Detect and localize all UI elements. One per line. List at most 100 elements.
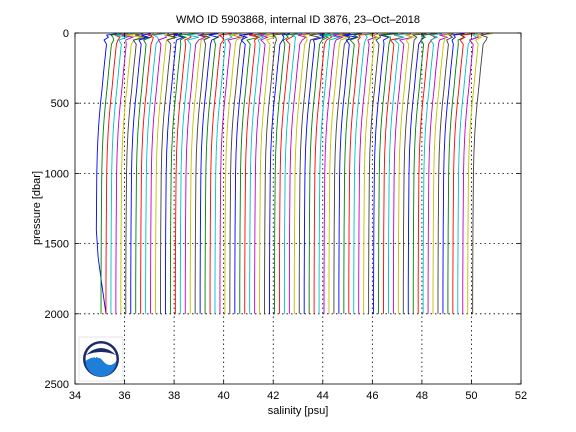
profile-line (164, 33, 185, 314)
x-axis-label: salinity [psu] (268, 405, 329, 417)
profile-line (189, 33, 216, 314)
profile-line (323, 33, 347, 314)
profile-line (348, 33, 375, 314)
noaa-logo-wave (85, 357, 117, 377)
profile-line (125, 33, 147, 314)
profile-line (95, 33, 118, 314)
x-tick-label: 42 (267, 390, 279, 402)
profile-line (358, 33, 378, 314)
profile-line (105, 33, 128, 314)
profile-line (110, 33, 134, 314)
profile-line (412, 33, 438, 314)
profile-line (283, 33, 303, 314)
y-tick-label: 500 (51, 98, 69, 110)
y-tick-labels: 0 500 1000 1500 2000 2500 (45, 28, 69, 391)
profile-line (383, 33, 405, 314)
profile-line (338, 33, 362, 314)
profile-line (160, 33, 178, 314)
x-tick-labels: 34 36 38 40 42 44 46 48 50 52 (69, 390, 527, 402)
profile-line (318, 33, 340, 314)
profile-line (269, 33, 291, 314)
profile-line (447, 33, 473, 314)
profile-line (234, 33, 253, 314)
profile-line (422, 33, 443, 314)
profile-line (194, 33, 217, 314)
profile-line (150, 33, 170, 314)
profile-line (274, 33, 298, 314)
profile-line (437, 33, 464, 314)
x-tick-label: 48 (416, 390, 428, 402)
profile-line (373, 33, 395, 314)
noaa-logo-bird (86, 348, 116, 355)
y-tick-label: 1000 (45, 168, 69, 180)
grid-lines (75, 33, 521, 384)
profile-line (219, 33, 242, 314)
profile-line (259, 33, 282, 314)
profile-line (140, 33, 163, 314)
x-tick-label: 52 (515, 390, 527, 402)
y-tick-label: 2500 (45, 379, 69, 391)
profile-line (264, 33, 286, 314)
profile-line (135, 33, 154, 314)
profile-line (467, 33, 493, 314)
profile-line (239, 33, 262, 314)
y-axis-label: pressure [dbar] (31, 171, 43, 245)
profile-line (115, 33, 139, 314)
profile-line (462, 33, 484, 314)
axes-frame (74, 32, 522, 385)
profile-line (368, 33, 394, 314)
profile-line (378, 33, 398, 314)
profile-line (169, 33, 197, 314)
profile-line (387, 33, 409, 314)
profile-line (432, 33, 452, 314)
profile-line (204, 33, 225, 314)
profile-line (343, 33, 363, 314)
profile-line (184, 33, 207, 314)
x-tick-label: 38 (168, 390, 180, 402)
profile-line (224, 33, 245, 314)
noaa-logo: NOAA (78, 336, 124, 382)
profile-line (130, 33, 152, 314)
profile-lines (95, 33, 493, 314)
y-tick-label: 0 (63, 28, 69, 40)
profile-line (308, 33, 331, 314)
x-tick-label: 44 (317, 390, 329, 402)
profile-line (293, 33, 316, 314)
profile-line (402, 33, 427, 314)
profile-line (298, 33, 322, 314)
profile-line (452, 33, 476, 314)
profile-line (313, 33, 336, 314)
x-tick-label: 50 (465, 390, 477, 402)
profile-line (397, 33, 420, 314)
profile-line (392, 33, 415, 314)
profile-line (472, 33, 490, 314)
x-tick-label: 34 (69, 390, 81, 402)
chart-title: WMO ID 5903868, internal ID 3876, 23–Oct… (176, 14, 420, 26)
profile-line (209, 33, 232, 314)
profile-line (353, 33, 372, 314)
profile-line (288, 33, 310, 314)
profile-line (254, 33, 279, 314)
x-tick-label: 40 (218, 390, 230, 402)
profile-line (442, 33, 465, 314)
profile-line (199, 33, 220, 314)
profile-line (303, 33, 326, 314)
profile-line (427, 33, 454, 314)
profile-line (363, 33, 389, 314)
axes (74, 32, 522, 385)
plot-area (75, 33, 521, 384)
profile-line (249, 33, 267, 314)
x-tick-label: 46 (366, 390, 378, 402)
y-tick-label: 2000 (45, 309, 69, 321)
profile-line (278, 33, 297, 314)
profile-line (244, 33, 266, 314)
y-tick-label: 1500 (45, 239, 69, 251)
profile-line (174, 33, 196, 314)
noaa-logo-text: NOAA (92, 354, 110, 360)
profile-line (214, 33, 236, 314)
profile-line (179, 33, 200, 314)
profile-line (100, 33, 122, 314)
x-tick-label: 36 (118, 390, 130, 402)
profile-line (328, 33, 351, 314)
